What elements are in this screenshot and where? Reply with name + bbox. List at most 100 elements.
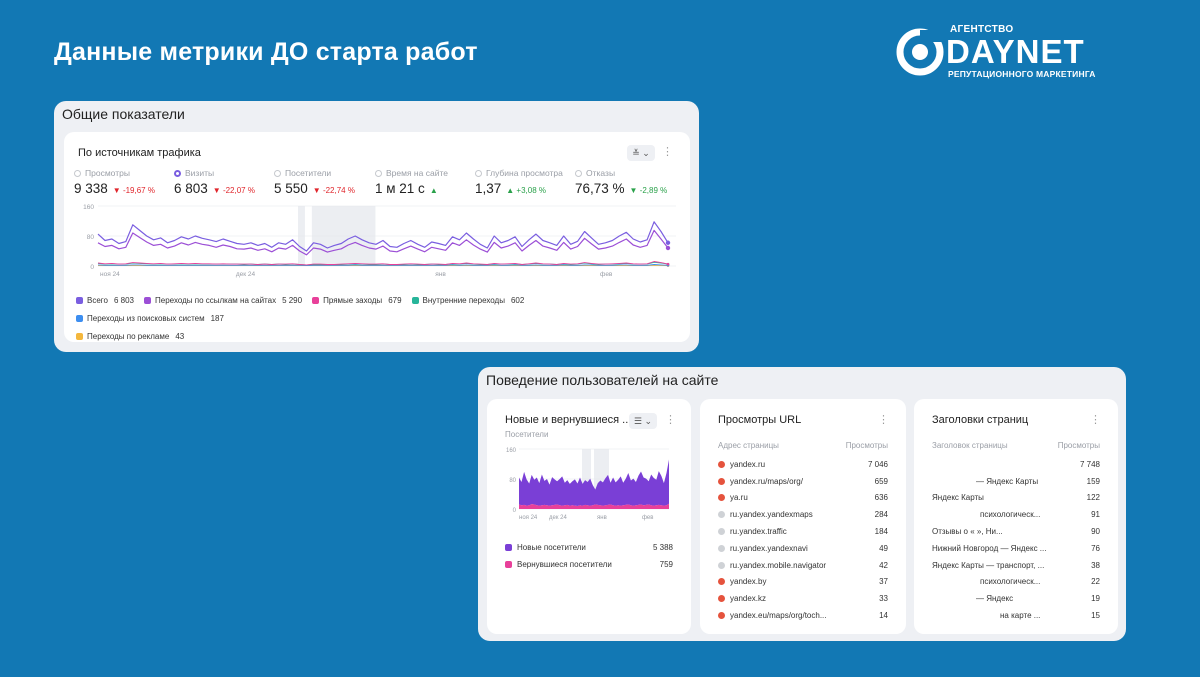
url-label: ru.yandex.traffic: [730, 527, 787, 537]
legend-item-1[interactable]: Переходы по ссылкам на сайтах 5 290: [144, 296, 302, 305]
x-tick-label: янв: [597, 515, 607, 521]
yandex-favicon-icon: [718, 578, 725, 586]
header-row[interactable]: — Яндекс 19: [932, 590, 1100, 607]
legend-item-4[interactable]: Переходы из поисковых систем 187: [76, 314, 224, 323]
radio-icon[interactable]: [575, 169, 582, 177]
metric-label: Визиты: [174, 168, 274, 178]
header-row[interactable]: психологическ... 91: [932, 506, 1100, 523]
header-row[interactable]: Яндекс Карты 122: [932, 490, 1100, 507]
url-views: 636: [874, 493, 888, 503]
metric-delta: ▼ -22,74 %: [312, 186, 355, 195]
metric-label: Отказы: [575, 168, 675, 178]
legend2-item-0[interactable]: Новые посетители 5 388: [505, 539, 673, 556]
x-tick-label: ноя 24: [100, 271, 120, 278]
legend2-item-1[interactable]: Вернувшиеся посетители 759: [505, 556, 673, 573]
metric-2[interactable]: Посетители 5 550 ▼ -22,74 %: [274, 168, 374, 196]
user-behavior-panel: Поведение пользователей на сайте Новые и…: [478, 367, 1126, 641]
more-options-icon[interactable]: ⋮: [662, 146, 673, 158]
metric-0[interactable]: Просмотры 9 338 ▼ -19,67 %: [74, 168, 174, 196]
more-options-icon[interactable]: ⋮: [1090, 414, 1101, 426]
radio-icon[interactable]: [375, 169, 382, 177]
url-label: yandex.ru/maps/org/: [730, 476, 803, 486]
chart-type-dropdown-2[interactable]: ☰ ⌄: [629, 413, 657, 429]
new-returning-card: Новые и вернувшиеся ... ☰ ⌄ ⋮ Посетители…: [487, 399, 691, 634]
radio-icon[interactable]: [475, 169, 482, 177]
behavior-panel-title: Поведение пользователей на сайте: [486, 372, 719, 388]
metric-value-row: 1 м 21 с ▲: [375, 181, 475, 196]
yandex-favicon-icon: [718, 477, 725, 485]
url-row[interactable]: ru.yandex.traffic 184: [718, 523, 888, 540]
chevron-down-icon: ⌄: [644, 416, 653, 426]
header-views: 7 748: [1079, 459, 1100, 469]
legend-label: Всего: [87, 296, 108, 305]
url-views: 49: [879, 543, 888, 553]
url-row[interactable]: yandex.ru/maps/org/659: [718, 473, 888, 490]
url-views-title: Просмотры URL: [718, 414, 802, 426]
area-returning-visitors[interactable]: [519, 503, 669, 509]
series-line-4[interactable]: [97, 264, 669, 267]
legend-swatch-icon: [76, 315, 83, 322]
metric-value: 9 338: [74, 181, 108, 196]
area-new-visitors[interactable]: [519, 459, 669, 507]
url-row[interactable]: ru.yandex.yandexmaps 284: [718, 506, 888, 523]
x-tick-label: фев: [642, 515, 653, 521]
legend-label: Переходы из поисковых систем: [87, 314, 205, 323]
series-line-0[interactable]: [97, 221, 669, 252]
y-tick-label: 80: [87, 234, 95, 241]
series-line-1[interactable]: [97, 229, 669, 256]
legend-label: Переходы по ссылкам на сайтах: [155, 296, 277, 305]
series-endpoint: [666, 262, 670, 266]
legend-item-5[interactable]: Переходы по рекламе 43: [76, 332, 184, 341]
header-row[interactable]: психологическ... 22: [932, 574, 1100, 591]
legend-item-2[interactable]: Прямые заходы 679: [312, 296, 402, 305]
header-row[interactable]: Яндекс Карты — транспорт, ... 38: [932, 557, 1100, 574]
metric-5[interactable]: Отказы 76,73 % ▼ -2,89 %: [575, 168, 675, 196]
url-row[interactable]: yandex.ru 7 046: [718, 456, 888, 473]
header-views: 22: [1091, 577, 1100, 587]
metric-label: Просмотры: [74, 168, 174, 178]
app-favicon-icon: [718, 511, 725, 519]
legend-swatch-icon: [505, 544, 512, 551]
url-views: 184: [874, 527, 888, 537]
url-label: yandex.by: [730, 577, 767, 587]
page-headers-card: Заголовки страниц ⋮ Заголовок страницы П…: [914, 399, 1118, 634]
legend-item-3[interactable]: Внутренние переходы 602: [411, 296, 524, 305]
url-row[interactable]: ru.yandex.yandexnavi 49: [718, 540, 888, 557]
url-row[interactable]: ya.ru 636: [718, 490, 888, 507]
series-endpoint: [665, 240, 671, 245]
metric-value: 76,73 %: [575, 181, 625, 196]
headers-col-views: Просмотры: [1057, 441, 1100, 450]
headers-col-title: Заголовок страницы: [932, 441, 1008, 450]
url-row[interactable]: yandex.kz 33: [718, 590, 888, 607]
chart-type-dropdown[interactable]: ≚ ⌄: [627, 145, 655, 161]
header-row[interactable]: на карте ... 15: [932, 607, 1100, 624]
x-tick-label: дек 24: [236, 271, 256, 278]
url-row[interactable]: yandex.eu/maps/org/toch... 14: [718, 607, 888, 624]
metric-3[interactable]: Время на сайте 1 м 21 с ▲: [375, 168, 475, 196]
chart-type-icon: ☰: [633, 416, 642, 426]
legend-value: 187: [210, 314, 224, 323]
header-row[interactable]: 7 748: [932, 456, 1100, 473]
header-label: Яндекс Карты: [932, 493, 984, 503]
slide-title: Данные метрики ДО старта работ: [54, 38, 478, 66]
radio-icon[interactable]: [274, 169, 281, 177]
series-line-2[interactable]: [97, 261, 669, 266]
url-row[interactable]: ru.yandex.mobile.navigator 42: [718, 557, 888, 574]
header-views: 76: [1091, 543, 1100, 553]
legend-label: Прямые заходы: [323, 296, 383, 305]
header-row[interactable]: Отзывы о « », Ни... 90: [932, 523, 1100, 540]
logo-agency: АГЕНТСТВО: [950, 24, 1014, 35]
url-label: yandex.kz: [730, 594, 767, 604]
radio-icon[interactable]: [174, 169, 181, 177]
url-row[interactable]: yandex.by 37: [718, 574, 888, 591]
metric-4[interactable]: Глубина просмотра 1,37 ▲ +3,08 %: [475, 168, 575, 196]
header-row[interactable]: — Яндекс Карты 159: [932, 473, 1100, 490]
more-options-icon[interactable]: ⋮: [665, 414, 676, 426]
radio-icon[interactable]: [74, 169, 81, 177]
header-row[interactable]: Нижний Новгород — Яндекс ... 76: [932, 540, 1100, 557]
metric-1[interactable]: Визиты 6 803 ▼ -22,07 %: [174, 168, 274, 196]
more-options-icon[interactable]: ⋮: [878, 414, 889, 426]
legend-item-0[interactable]: Всего 6 803: [76, 296, 134, 305]
header-views: 19: [1091, 594, 1100, 604]
